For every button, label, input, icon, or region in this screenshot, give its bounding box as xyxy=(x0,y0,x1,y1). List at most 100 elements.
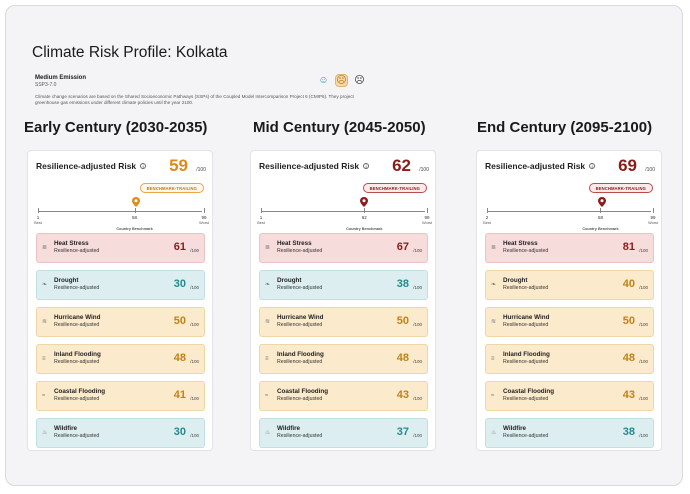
hazard-card[interactable]: ≋ Hurricane Wind Resilience-adjusted 50 … xyxy=(36,307,205,337)
overall-risk-score: 62 xyxy=(392,156,411,175)
coastal-wave-icon: ≈ xyxy=(491,393,495,399)
hazard-card[interactable]: ≋ Hurricane Wind Resilience-adjusted 50 … xyxy=(259,307,428,337)
wind-icon: ≋ xyxy=(491,319,497,325)
hazard-name: Wildfire xyxy=(54,425,78,432)
info-icon[interactable]: i xyxy=(589,163,596,169)
hazard-subtitle: Resilience-adjusted xyxy=(277,433,323,439)
hazard-card[interactable]: ❧ Drought Resilience-adjusted 30 /100 xyxy=(36,270,205,300)
hazard-score: 48 xyxy=(173,352,186,364)
hazard-score-unit: /100 xyxy=(190,396,199,401)
fire-icon: ♨ xyxy=(42,430,48,436)
hazard-subtitle: Resilience-adjusted xyxy=(54,433,100,439)
hazard-subtitle: Resilience-adjusted xyxy=(503,359,549,365)
hazard-score: 30 xyxy=(173,426,186,438)
location-pin-icon xyxy=(598,197,607,207)
scale-tick-max xyxy=(653,208,654,213)
benchmark-badge: BENCHMARK-TRAILING xyxy=(588,183,653,193)
hazard-name: Hurricane Wind xyxy=(54,314,101,321)
hazard-card[interactable]: ≈ Coastal Flooding Resilience-adjusted 4… xyxy=(259,381,428,411)
scale-benchmark-label: Country Benchmark xyxy=(116,227,153,231)
scale-tick-min xyxy=(261,208,262,213)
page-title: Climate Risk Profile: Kolkata xyxy=(32,44,228,61)
risk-heading: Resilience-adjusted Risk i xyxy=(259,161,370,171)
scale-benchmark-value: 68 xyxy=(597,215,603,220)
scale-benchmark-value: 62 xyxy=(361,215,367,220)
hazard-score: 48 xyxy=(396,352,409,364)
medium-emission-face-icon[interactable]: ☹ xyxy=(335,74,348,87)
hazard-score: 50 xyxy=(622,315,635,327)
hazard-card[interactable]: ≣ Heat Stress Resilience-adjusted 81 /10… xyxy=(485,233,654,263)
scale-max-value: 99 xyxy=(424,215,430,220)
hazard-score: 43 xyxy=(396,389,409,401)
hazard-subtitle: Resilience-adjusted xyxy=(503,285,549,291)
fire-icon: ♨ xyxy=(491,430,497,436)
benchmark-scale-line xyxy=(38,211,202,212)
hazard-score-unit: /100 xyxy=(413,248,422,253)
hazard-card[interactable]: ≈ Coastal Flooding Resilience-adjusted 4… xyxy=(485,381,654,411)
hazard-card[interactable]: ≡ Inland Flooding Resilience-adjusted 48… xyxy=(259,344,428,374)
wind-icon: ≋ xyxy=(42,319,48,325)
scenario-description: Climate change scenarios are based on th… xyxy=(35,94,354,105)
hazard-name: Heat Stress xyxy=(54,240,89,247)
scale-min-value: 1 xyxy=(36,215,40,220)
hazard-card[interactable]: ≋ Hurricane Wind Resilience-adjusted 50 … xyxy=(485,307,654,337)
high-emission-face-icon[interactable]: ☹ xyxy=(354,74,365,86)
hazard-card[interactable]: ≈ Coastal Flooding Resilience-adjusted 4… xyxy=(36,381,205,411)
hazard-name: Drought xyxy=(277,277,302,284)
scale-tick-benchmark xyxy=(600,208,602,213)
period-title: End Century (2095-2100) xyxy=(477,119,653,136)
hazard-subtitle: Resilience-adjusted xyxy=(277,248,323,254)
inland-flood-icon: ≡ xyxy=(42,356,46,362)
hazard-card[interactable]: ♨ Wildfire Resilience-adjusted 37 /100 xyxy=(259,418,428,448)
hazard-card[interactable]: ≡ Inland Flooding Resilience-adjusted 48… xyxy=(36,344,205,374)
hazard-name: Coastal Flooding xyxy=(277,388,329,395)
hazard-subtitle: Resilience-adjusted xyxy=(503,322,549,328)
hazard-score-unit: /100 xyxy=(639,248,648,253)
hazard-card[interactable]: ♨ Wildfire Resilience-adjusted 30 /100 xyxy=(36,418,205,448)
hazard-subtitle: Resilience-adjusted xyxy=(503,396,549,402)
hazard-subtitle: Resilience-adjusted xyxy=(54,322,100,328)
hazard-score: 50 xyxy=(396,315,409,327)
hazard-name: Heat Stress xyxy=(277,240,312,247)
drought-leaf-icon: ❧ xyxy=(265,282,271,288)
hazard-card[interactable]: ≡ Inland Flooding Resilience-adjusted 48… xyxy=(485,344,654,374)
hazard-card[interactable]: ♨ Wildfire Resilience-adjusted 38 /100 xyxy=(485,418,654,448)
risk-heading-label: Resilience-adjusted Risk xyxy=(36,161,137,171)
risk-card: Resilience-adjusted Risk i 62 /100 BENCH… xyxy=(250,150,436,451)
hazard-score: 30 xyxy=(173,278,186,290)
scale-min-label: Best xyxy=(483,221,491,225)
hazard-name: Drought xyxy=(503,277,528,284)
inland-flood-icon: ≡ xyxy=(491,356,495,362)
hazard-card[interactable]: ❧ Drought Resilience-adjusted 38 /100 xyxy=(259,270,428,300)
benchmark-scale-line xyxy=(261,211,425,212)
low-emission-face-icon[interactable]: ☺ xyxy=(318,74,329,86)
overall-risk-score-unit: /100 xyxy=(419,167,429,173)
hazard-subtitle: Resilience-adjusted xyxy=(503,248,549,254)
scale-max-value: 99 xyxy=(650,215,656,220)
risk-heading: Resilience-adjusted Risk i xyxy=(36,161,147,171)
hazard-score: 81 xyxy=(622,241,635,253)
hazard-score-unit: /100 xyxy=(190,322,199,327)
hazard-card[interactable]: ❧ Drought Resilience-adjusted 40 /100 xyxy=(485,270,654,300)
thermometer-icon: ≣ xyxy=(491,245,497,251)
hazard-card[interactable]: ≣ Heat Stress Resilience-adjusted 67 /10… xyxy=(259,233,428,263)
hazard-name: Hurricane Wind xyxy=(277,314,324,321)
wind-icon: ≋ xyxy=(265,319,271,325)
hazard-score: 61 xyxy=(173,241,186,253)
scale-benchmark-label: Country Benchmark xyxy=(582,227,619,231)
hazard-card[interactable]: ≣ Heat Stress Resilience-adjusted 61 /10… xyxy=(36,233,205,263)
risk-card: Resilience-adjusted Risk i 69 /100 BENCH… xyxy=(476,150,662,451)
scale-max-label: Worst xyxy=(199,221,209,225)
scale-min-value: 1 xyxy=(259,215,263,220)
hazard-score-unit: /100 xyxy=(639,285,648,290)
scale-tick-benchmark xyxy=(134,208,136,213)
scale-tick-min xyxy=(38,208,39,213)
info-icon[interactable]: i xyxy=(140,163,147,169)
scale-tick-max xyxy=(427,208,428,213)
hazard-subtitle: Resilience-adjusted xyxy=(277,322,323,328)
inland-flood-icon: ≡ xyxy=(265,356,269,362)
scenario-code: SSP3-7.0 xyxy=(35,82,57,88)
drought-leaf-icon: ❧ xyxy=(42,282,48,288)
hazard-subtitle: Resilience-adjusted xyxy=(54,285,100,291)
info-icon[interactable]: i xyxy=(363,163,370,169)
